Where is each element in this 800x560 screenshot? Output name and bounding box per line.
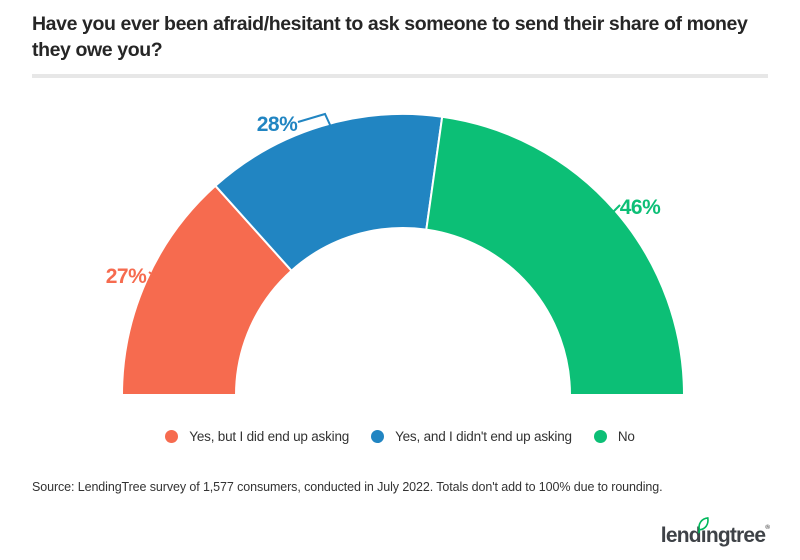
label-connector-2 [605,204,621,220]
legend-label: Yes, and I didn't end up asking [395,429,572,444]
donut-svg: 27% 28% 46% [106,112,686,396]
slice-percent-label-0: 27% [106,265,147,288]
percent-labels: 27% 28% 46% [106,113,662,288]
divider [32,74,768,78]
donut-slice-2[interactable] [425,115,686,396]
legend-dot-green-icon [593,430,607,443]
registered-mark: ® [765,524,770,531]
logo-letter-i: ı [697,517,709,548]
legend-dot-orange-icon [165,430,179,443]
legend-label: No [617,429,635,444]
slice-percent-label-2: 46% [620,196,661,219]
logo-text-ngtree: ngtree [705,524,766,547]
lendingtree-logo: lendı ngtree® [660,517,770,548]
leaf-icon [697,517,709,534]
legend-item-yes-asked[interactable]: Yes, but I did end up asking [165,429,349,444]
legend-item-no[interactable]: No [593,429,635,444]
slice-percent-label-1: 28% [257,113,298,136]
legend-label: Yes, but I did end up asking [189,429,350,444]
half-donut-chart: 27% 28% 46% [0,100,800,420]
label-connector-0 [148,271,165,286]
legend: Yes, but I did end up asking Yes, and I … [0,429,800,444]
label-connector-1 [297,112,332,128]
legend-item-yes-didnt-ask[interactable]: Yes, and I didn't end up asking [371,429,572,444]
chart-title: Have you ever been afraid/hesitant to as… [32,13,748,61]
donut-slices [120,112,686,396]
legend-dot-blue-icon [371,430,385,443]
label-connectors [148,112,621,286]
logo-text-lend: lend [660,524,702,547]
source-note: Source: LendingTree survey of 1,577 cons… [32,480,663,494]
